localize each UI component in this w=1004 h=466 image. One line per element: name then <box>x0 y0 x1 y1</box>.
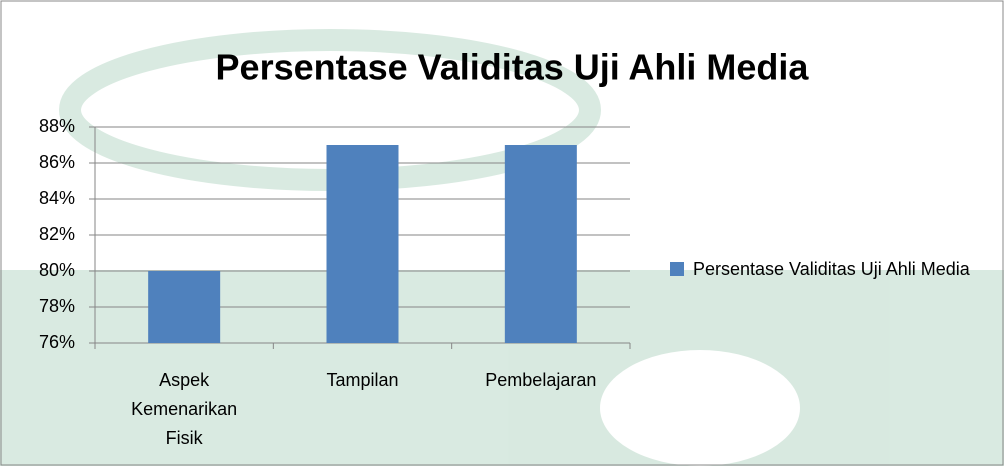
legend-swatch <box>670 262 684 276</box>
y-tick-label: 78% <box>39 296 75 316</box>
y-tick-label: 84% <box>39 188 75 208</box>
bar <box>327 145 399 343</box>
y-tick-label: 86% <box>39 152 75 172</box>
x-tick-label: Pembelajaran <box>471 366 611 395</box>
bar <box>505 145 577 343</box>
bar <box>148 271 220 343</box>
y-tick-label: 76% <box>39 332 75 352</box>
chart-title: Persentase Validitas Uji Ahli Media <box>216 47 810 88</box>
x-tick-label: Aspek Kemenarikan Fisik <box>114 366 254 453</box>
y-tick-label: 82% <box>39 224 75 244</box>
legend-label: Persentase Validitas Uji Ahli Media <box>693 255 993 284</box>
chart-container: Persentase Validitas Uji Ahli Media 76% 7… <box>0 0 1004 466</box>
x-tick-label: Tampilan <box>293 366 433 395</box>
y-tick-label: 88% <box>39 116 75 136</box>
y-tick-label: 80% <box>39 260 75 280</box>
